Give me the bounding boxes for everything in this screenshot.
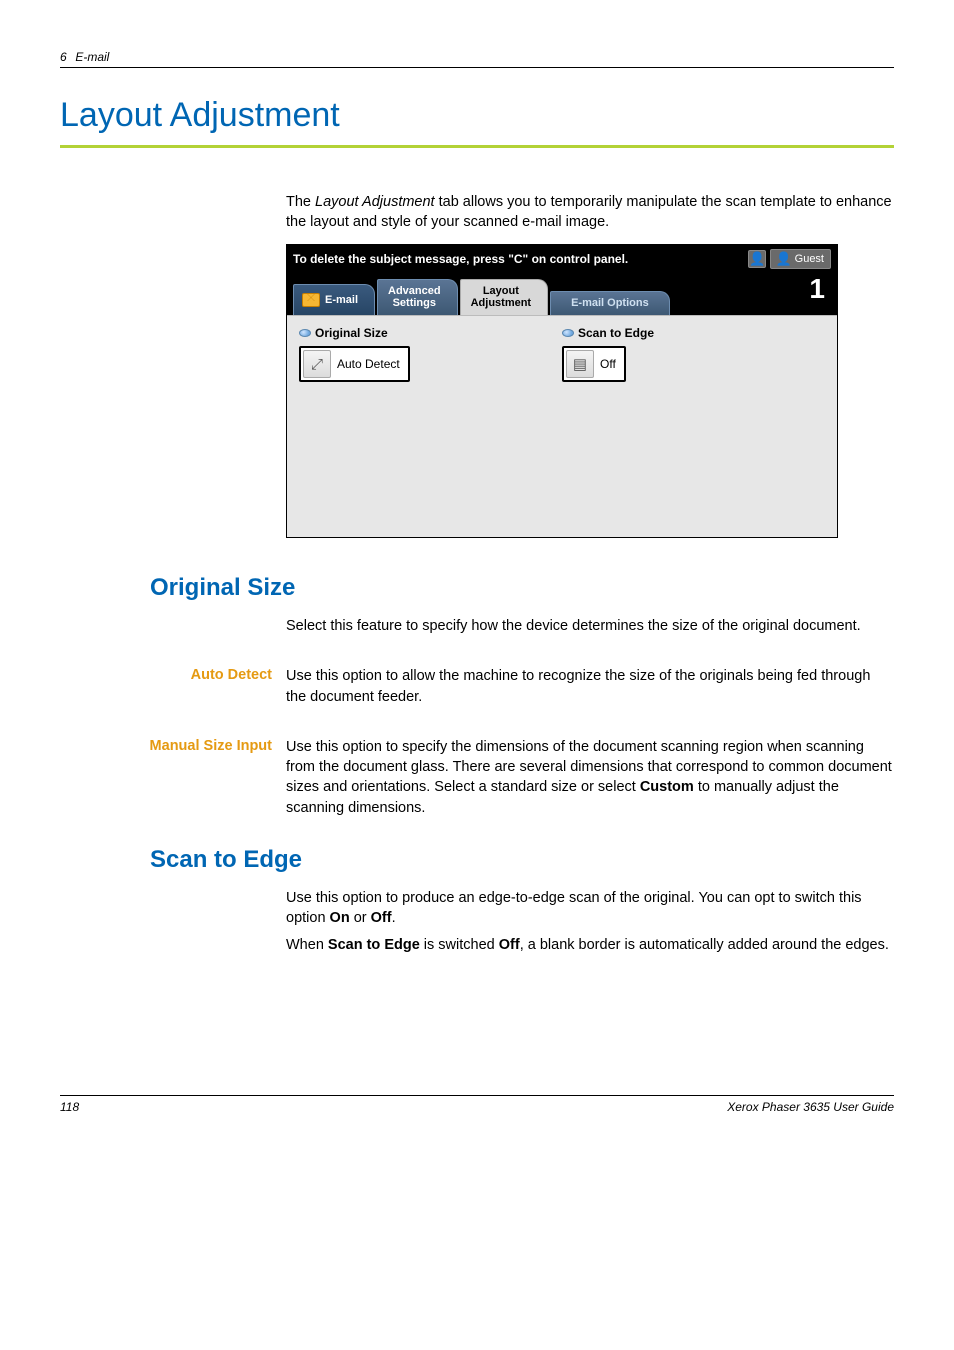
row-manual-size: Manual Size Input Use this option to spe… <box>60 737 894 818</box>
scan-edge-p1: Use this option to produce an edge-to-ed… <box>286 888 894 929</box>
guest-label: Guest <box>795 253 824 265</box>
tab-adv-l2: Settings <box>388 297 441 310</box>
section-original-size: Original Size Select this feature to spe… <box>150 574 894 636</box>
chapter-title: E-mail <box>75 50 109 64</box>
page-footer: 118 Xerox Phaser 3635 User Guide <box>60 1095 894 1114</box>
original-size-button[interactable]: ⤢ Auto Detect <box>299 346 410 382</box>
original-size-value: Auto Detect <box>337 357 400 371</box>
user-icon[interactable]: 👤 <box>748 250 766 268</box>
se-on: On <box>330 910 350 926</box>
scan-to-edge-title: Scan to Edge <box>578 326 654 340</box>
tab-bar: E-mail Advanced Settings Layout Adjustme… <box>287 271 837 315</box>
screenshot-body: Original Size ⤢ Auto Detect Scan to Edge… <box>287 315 837 537</box>
scan-to-edge-button[interactable]: ▤ Off <box>562 346 626 382</box>
scan-edge-p2: When Scan to Edge is switched Off, a bla… <box>286 935 894 955</box>
queue-count: 1 <box>809 273 825 305</box>
row-auto-detect: Auto Detect Use this option to allow the… <box>60 666 894 707</box>
chapter-number: 6 <box>60 50 72 64</box>
status-dot-icon <box>299 329 311 337</box>
se-or: or <box>350 910 371 926</box>
status-dot-icon <box>562 329 574 337</box>
scan-to-edge-heading: Scan to Edge <box>150 846 894 874</box>
intro-text: The Layout Adjustment tab allows you to … <box>286 192 894 232</box>
screenshot-statusbar: To delete the subject message, press "C"… <box>287 245 837 271</box>
scan-edge-icon: ▤ <box>566 350 594 378</box>
se-off: Off <box>371 910 392 926</box>
scan-to-edge-header: Scan to Edge <box>562 326 825 340</box>
original-size-header: Original Size <box>299 326 562 340</box>
tab-layout-l1: Layout <box>471 285 532 298</box>
page-number: 118 <box>60 1100 100 1114</box>
original-size-title: Original Size <box>315 326 388 340</box>
page-title: Layout Adjustment <box>60 96 894 148</box>
tab-layout-l2: Adjustment <box>471 297 532 310</box>
tab-advanced-settings[interactable]: Advanced Settings <box>377 279 458 315</box>
guest-icon: 👤 <box>775 251 791 267</box>
auto-detect-icon: ⤢ <box>303 350 331 378</box>
tab-adv-l1: Advanced <box>388 285 441 298</box>
se2-b1: Scan to Edge <box>328 937 420 953</box>
original-size-desc: Select this feature to specify how the d… <box>286 616 894 636</box>
auto-detect-label: Auto Detect <box>60 666 286 707</box>
device-screenshot: To delete the subject message, press "C"… <box>286 244 838 538</box>
manual-bold: Custom <box>640 779 694 795</box>
tab-email[interactable]: E-mail <box>293 284 375 315</box>
manual-size-text: Use this option to specify the dimension… <box>286 737 894 818</box>
col-original-size: Original Size ⤢ Auto Detect <box>299 326 562 527</box>
tab-email-options[interactable]: E-mail Options <box>550 291 670 315</box>
manual-size-label: Manual Size Input <box>60 737 286 818</box>
col-scan-to-edge: Scan to Edge ▤ Off <box>562 326 825 527</box>
intro-italic: Layout Adjustment <box>315 194 435 210</box>
guest-button[interactable]: 👤 Guest <box>770 249 831 269</box>
se2-a: When <box>286 937 328 953</box>
original-size-heading: Original Size <box>150 574 894 602</box>
email-icon <box>302 293 320 307</box>
se2-c: , a blank border is automatically added … <box>520 937 889 953</box>
tab-email-label: E-mail <box>325 294 358 307</box>
intro-a: The <box>286 194 315 210</box>
se2-mid: is switched <box>420 937 499 953</box>
footer-book: Xerox Phaser 3635 User Guide <box>100 1100 894 1114</box>
status-hint: To delete the subject message, press "C"… <box>293 252 748 266</box>
auto-detect-text: Use this option to allow the machine to … <box>286 666 894 707</box>
tab-opts-label: E-mail Options <box>571 297 649 309</box>
se2-off: Off <box>499 937 520 953</box>
tab-layout-adjustment[interactable]: Layout Adjustment <box>460 279 549 315</box>
scan-to-edge-value: Off <box>600 357 616 371</box>
section-scan-to-edge: Scan to Edge <box>150 846 894 874</box>
se-b: . <box>392 910 396 926</box>
running-header: 6 E-mail <box>60 50 894 68</box>
